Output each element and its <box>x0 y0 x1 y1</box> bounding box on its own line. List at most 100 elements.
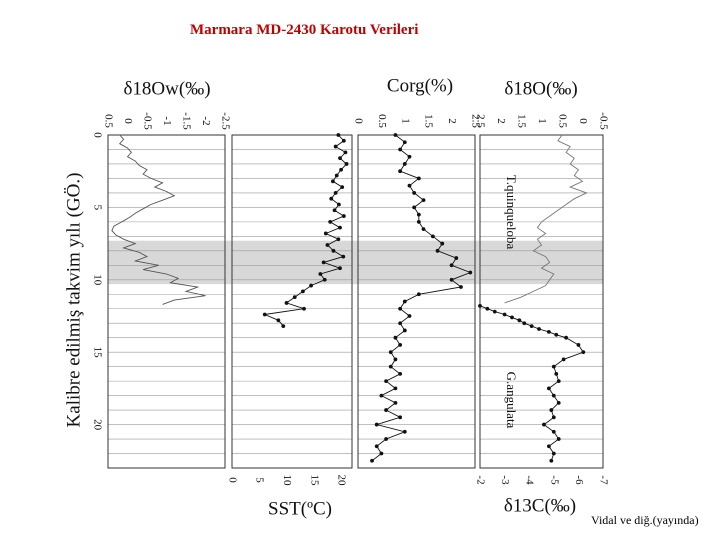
top-tick-label: 1 <box>399 118 411 124</box>
y-tick-label: 0 <box>91 132 103 138</box>
sst-point <box>318 272 323 276</box>
bottom-tick-label: -4 <box>524 475 536 485</box>
gangulata-point <box>576 343 581 347</box>
corg-point <box>393 357 398 362</box>
sst-point <box>331 179 335 184</box>
panel-frame-2 <box>357 134 476 469</box>
gangulata-point <box>492 309 497 314</box>
sst-point <box>341 138 346 143</box>
gangulata-point <box>502 312 507 317</box>
sst-point <box>341 214 346 218</box>
gangulata-point <box>517 318 522 323</box>
bottom-tick-label: 0 <box>226 477 238 483</box>
shaded-band <box>108 240 603 285</box>
corg-point <box>393 133 398 137</box>
corg-point <box>393 386 398 391</box>
top-tick-label: 2 <box>495 118 507 124</box>
corg-point <box>407 183 412 188</box>
sst-point <box>262 312 267 317</box>
sst-point <box>339 167 343 172</box>
tquinqueloba-line <box>504 134 588 304</box>
sst-point <box>344 162 349 166</box>
corg-point <box>402 299 407 304</box>
gangulata-point <box>556 437 561 441</box>
gangulata-point <box>485 306 490 311</box>
corg-point <box>379 393 384 398</box>
top-tick-label: 1.5 <box>423 114 435 128</box>
sst-point <box>284 301 289 305</box>
sst-line <box>263 134 348 327</box>
top-tick-label: 0.5 <box>376 114 388 128</box>
sst-point <box>338 266 342 271</box>
sst-point <box>338 156 342 161</box>
d13c-axis-label: δ13C(‰) <box>504 495 576 516</box>
y-axis-label: Kalibre edilmiş takvim yılı (GÖ.) <box>63 173 84 428</box>
corg-point <box>374 422 379 427</box>
gangulata-point <box>522 321 527 326</box>
corg-point <box>379 451 384 456</box>
gangulata-point <box>551 415 556 420</box>
sst-point <box>322 277 327 282</box>
sst-point <box>292 295 297 300</box>
corg-point <box>412 191 417 195</box>
sst-point <box>328 219 333 224</box>
sst-point <box>309 283 313 288</box>
corg-point <box>398 169 403 174</box>
gangulata-point <box>561 357 566 362</box>
corg-point <box>374 444 379 449</box>
corg-point <box>388 364 393 369</box>
gangulata-point <box>556 400 561 405</box>
d18ow-line <box>111 134 206 305</box>
corg-point <box>449 277 454 282</box>
corg-point <box>384 379 388 384</box>
corg-point <box>398 371 403 376</box>
top-tick-label: 2.5 <box>474 114 486 128</box>
gangulata-point <box>554 371 559 376</box>
corg-point <box>398 321 403 326</box>
corg-point <box>398 147 403 152</box>
top-tick-label: 0 <box>122 118 134 124</box>
sst-point <box>301 289 305 294</box>
sst-point <box>333 191 338 195</box>
top-tick-label: 1 <box>536 118 548 124</box>
corg-axis-label: Corg(%) <box>387 75 453 96</box>
gangulata-point <box>546 386 551 391</box>
bottom-tick-label: -6 <box>573 475 585 485</box>
panel-frame-0 <box>107 134 226 469</box>
sst-point <box>343 150 348 155</box>
corg-point <box>398 415 403 420</box>
top-tick-label: 1.5 <box>515 114 527 128</box>
corg-point <box>421 198 426 203</box>
gangulata-point <box>549 458 554 463</box>
top-tick-label: -2 <box>200 116 212 125</box>
gangulata-point <box>551 364 556 369</box>
corg-point <box>398 306 403 311</box>
sst-point <box>332 208 337 213</box>
sst-point <box>302 306 306 311</box>
corg-point <box>416 212 421 217</box>
corg-point <box>416 176 421 181</box>
bottom-tick-label: -3 <box>499 475 511 485</box>
page-title: Marmara MD-2430 Karotu Verileri <box>190 22 419 38</box>
panel-frames <box>107 134 604 469</box>
top-tick-label: 0 <box>352 118 364 124</box>
gangulata-point <box>581 350 586 355</box>
gangulata-line <box>479 305 584 461</box>
bottom-tick-label: -2 <box>474 475 486 484</box>
bottom-tick-label: -7 <box>597 475 609 485</box>
corg-point <box>398 343 403 347</box>
corg-point <box>416 292 421 297</box>
corg-point <box>416 219 421 224</box>
sst-point <box>338 225 342 230</box>
y-tick-label: 10 <box>91 274 103 286</box>
top-tick-label: -2.5 <box>219 112 231 130</box>
corg-point <box>454 256 459 260</box>
y-tick-label: 15 <box>91 347 103 359</box>
bottom-tick-label: 15 <box>308 475 320 487</box>
sst-point <box>329 196 334 201</box>
top-tick-label: 0.5 <box>102 114 114 128</box>
corg-point <box>393 335 398 340</box>
sst-point <box>276 318 281 323</box>
